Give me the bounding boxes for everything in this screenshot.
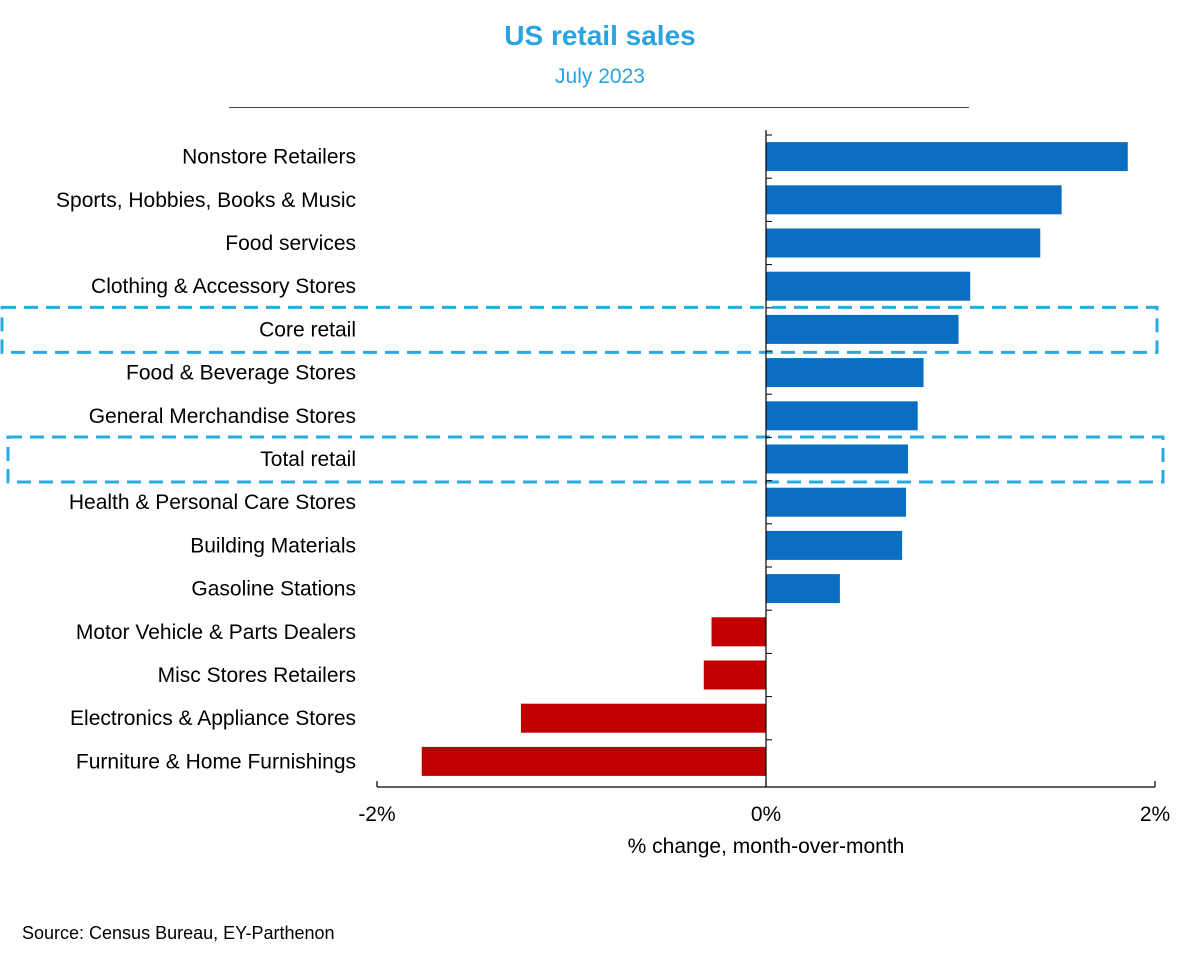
bar-food-services <box>766 228 1041 258</box>
category-label-motor-vehicle-parts-dealers: Motor Vehicle & Parts Dealers <box>76 621 356 644</box>
category-label-sports-hobbies-books-music: Sports, Hobbies, Books & Music <box>56 189 356 212</box>
highlight-boxes <box>0 305 1165 484</box>
bar-health-personal-care-stores <box>766 487 907 517</box>
category-label-building-materials: Building Materials <box>190 534 356 557</box>
bar-general-merchandise-stores <box>766 401 918 431</box>
bar-nonstore-retailers <box>766 142 1128 172</box>
category-label-misc-stores-retailers: Misc Stores Retailers <box>158 664 356 687</box>
bar-clothing-accessory-stores <box>766 271 971 301</box>
bar-total-retail <box>766 444 908 474</box>
x-tick-label: 0% <box>751 803 781 826</box>
highlight-box-total-retail <box>6 435 1165 484</box>
bars <box>421 142 1128 776</box>
bar-food-beverage-stores <box>766 358 924 388</box>
category-label-food-beverage-stores: Food & Beverage Stores <box>126 362 356 385</box>
category-label-gasoline-stations: Gasoline Stations <box>191 578 356 601</box>
category-label-electronics-appliance-stores: Electronics & Appliance Stores <box>70 707 356 730</box>
chart-subtitle: July 2023 <box>555 65 645 88</box>
bar-sports-hobbies-books-music <box>766 185 1062 215</box>
bar-electronics-appliance-stores <box>520 703 766 733</box>
category-label-health-personal-care-stores: Health & Personal Care Stores <box>69 491 356 514</box>
highlight-box-core-retail <box>0 305 1159 354</box>
category-label-clothing-accessory-stores: Clothing & Accessory Stores <box>91 275 356 298</box>
x-tick-label: 2% <box>1140 803 1170 826</box>
category-label-furniture-home-furnishings: Furniture & Home Furnishings <box>76 750 356 773</box>
category-labels: Nonstore Retailers Sports, Hobbies, Books… <box>56 146 356 774</box>
category-label-nonstore-retailers: Nonstore Retailers <box>182 146 356 169</box>
chart-title: US retail sales <box>504 20 696 51</box>
bar-gasoline-stations <box>766 574 840 604</box>
category-label-food-services: Food services <box>225 232 356 255</box>
category-label-general-merchandise-stores: General Merchandise Stores <box>89 405 356 428</box>
bar-motor-vehicle-parts-dealers <box>711 617 766 647</box>
x-tick-label: -2% <box>358 803 395 826</box>
x-axis-label: % change, month-over-month <box>628 835 905 858</box>
bar-building-materials <box>766 530 903 560</box>
category-label-total-retail: Total retail <box>260 448 356 471</box>
bar-misc-stores-retailers <box>703 660 766 690</box>
bar-core-retail <box>766 314 959 344</box>
source-note: Source: Census Bureau, EY-Parthenon <box>22 923 335 943</box>
category-label-core-retail: Core retail <box>259 318 356 341</box>
title-divider <box>229 107 969 108</box>
axes: -2% 0% 2% <box>358 130 1170 826</box>
bar-furniture-home-furnishings <box>421 746 766 776</box>
